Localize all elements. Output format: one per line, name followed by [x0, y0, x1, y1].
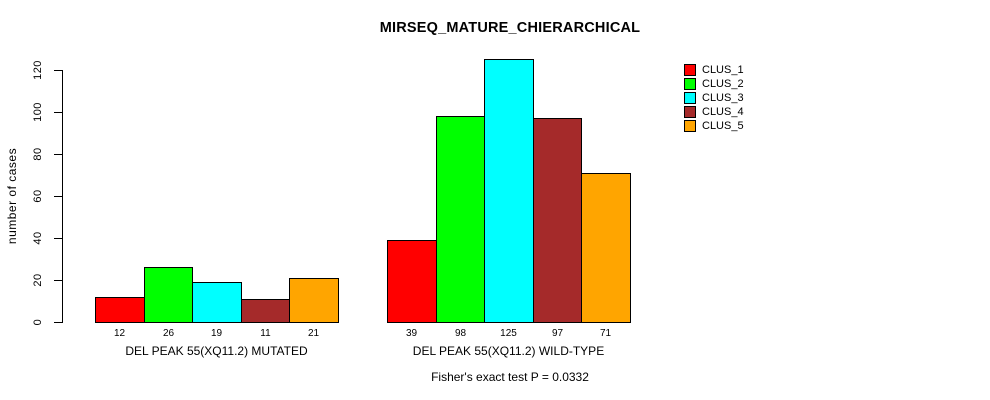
y-tick-label: 60 — [32, 189, 44, 203]
y-tick-mark — [54, 280, 62, 281]
legend-item: CLUS_1 — [684, 63, 744, 77]
y-tick-mark — [54, 322, 62, 323]
bar-clus-5-group-0 — [289, 278, 339, 323]
bar-clus-2-group-0 — [144, 267, 193, 323]
bar-clus-2-group-1 — [436, 116, 485, 323]
y-tick-mark — [54, 154, 62, 155]
bar-value-label: 97 — [551, 328, 564, 339]
y-tick-label: 0 — [32, 318, 44, 326]
y-axis-label: number of cases — [5, 147, 19, 245]
bar-value-label: 71 — [599, 328, 612, 339]
y-tick-label: 100 — [32, 102, 44, 122]
y-tick-mark — [54, 112, 62, 113]
legend-label: CLUS_5 — [702, 120, 744, 132]
legend-label: CLUS_1 — [702, 64, 744, 76]
legend-label: CLUS_2 — [702, 78, 744, 90]
legend-label: CLUS_3 — [702, 92, 744, 104]
y-axis-line — [62, 70, 63, 323]
legend-label: CLUS_4 — [702, 106, 744, 118]
legend-swatch-icon — [684, 106, 696, 118]
y-tick-label: 80 — [32, 147, 44, 161]
y-tick-label: 20 — [32, 273, 44, 287]
bar-value-label: 12 — [113, 328, 126, 339]
bar-value-label: 11 — [260, 328, 271, 339]
y-tick-label: 120 — [32, 60, 44, 80]
bar-value-label: 98 — [454, 328, 467, 339]
legend-item: CLUS_4 — [684, 105, 744, 119]
legend-swatch-icon — [684, 92, 696, 104]
y-tick-mark — [54, 238, 62, 239]
legend: CLUS_1 CLUS_2 CLUS_3 CLUS_4 CLUS_5 — [684, 63, 744, 133]
legend-swatch-icon — [684, 64, 696, 76]
bar-clus-3-group-1 — [484, 59, 534, 323]
legend-item: CLUS_5 — [684, 119, 744, 133]
bar-value-label: 125 — [500, 328, 517, 339]
legend-swatch-icon — [684, 120, 696, 132]
bar-value-label: 26 — [162, 328, 175, 339]
x-group-label: DEL PEAK 55(XQ11.2) WILD-TYPE — [412, 344, 605, 358]
y-tick-mark — [54, 196, 62, 197]
legend-item: CLUS_3 — [684, 91, 744, 105]
y-tick-label: 40 — [32, 231, 44, 245]
annotation-text: Fisher's exact test P = 0.0332 — [431, 370, 589, 384]
y-tick-mark — [54, 70, 62, 71]
bar-value-label: 39 — [405, 328, 418, 339]
bar-clus-1-group-1 — [387, 240, 437, 323]
chart-title: MIRSEQ_MATURE_CHIERARCHICAL — [379, 20, 641, 36]
legend-swatch-icon — [684, 78, 696, 90]
bar-clus-4-group-0 — [241, 299, 290, 323]
bar-clus-4-group-1 — [533, 118, 582, 323]
bar-value-label: 19 — [210, 328, 223, 339]
legend-item: CLUS_2 — [684, 77, 744, 91]
bar-clus-1-group-0 — [95, 297, 145, 323]
bar-value-label: 21 — [307, 328, 320, 339]
bar-clus-3-group-0 — [192, 282, 242, 323]
bar-clus-5-group-1 — [581, 173, 631, 323]
x-group-label: DEL PEAK 55(XQ11.2) MUTATED — [125, 344, 308, 358]
